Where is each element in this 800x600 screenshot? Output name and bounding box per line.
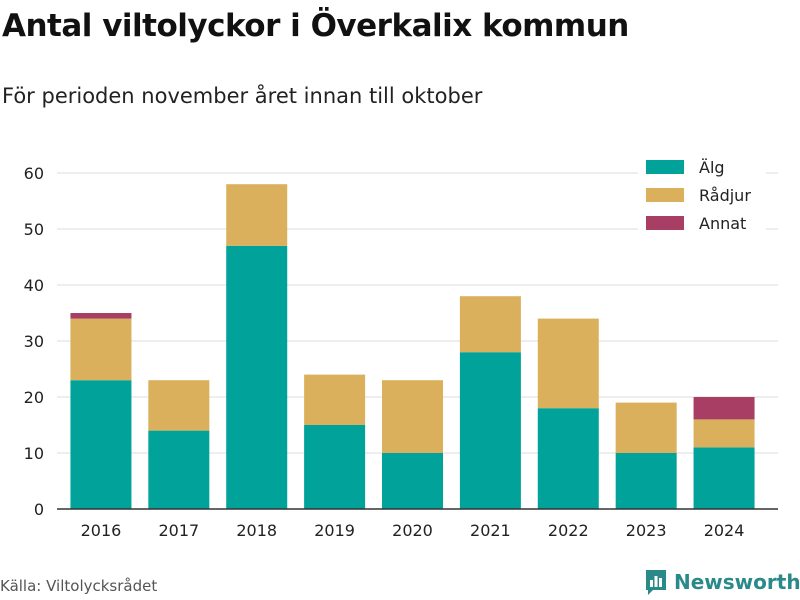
y-tick-labels: 0 10 20 30 40 50 60 [24,164,44,519]
bar-2023-series-0 [615,453,677,509]
y-tick-label: 20 [24,388,44,407]
bar-2023-series-1 [615,402,677,453]
bar-2016-series-1 [70,318,132,381]
x-tick-label: 2017 [158,521,199,540]
bar-2024-series-2 [693,397,755,420]
bar-2019-series-0 [304,425,366,509]
bar-2018-series-0 [226,245,288,510]
x-tick-label: 2021 [470,521,511,540]
source-note: Källa: Viltolycksrådet [0,577,158,595]
legend: Älg Rådjur Annat [638,152,766,234]
bar-2017-series-1 [148,380,210,431]
bars [70,184,755,510]
bar-2016-series-0 [70,380,132,509]
x-tick-labels: 2016 2017 2018 2019 2020 2021 2022 2023 2024 [81,521,745,540]
newsworthy-logo[interactable]: Newsworthy [644,568,800,596]
y-tick-label: 50 [24,220,44,239]
legend-label: Älg [699,158,725,177]
x-tick-label: 2023 [626,521,667,540]
legend-swatch [646,188,684,202]
y-tick-label: 30 [24,332,44,351]
y-tick-label: 60 [24,164,44,183]
brand-name: Newsworthy [674,570,800,594]
bar-2019-series-1 [304,374,366,425]
chart-title: Antal viltolyckor i Överkalix kommun [2,8,629,44]
bar-2018-series-1 [226,184,288,246]
y-tick-label: 10 [24,444,44,463]
newsworthy-logo-icon [646,570,666,595]
x-tick-label: 2016 [81,521,122,540]
y-tick-label: 0 [34,500,44,519]
bar-2016-series-2 [70,313,132,319]
legend-label: Annat [699,214,746,233]
legend-label: Rådjur [699,186,751,205]
x-tick-label: 2019 [314,521,355,540]
y-tick-label: 40 [24,276,44,295]
x-tick-label: 2022 [548,521,589,540]
legend-swatch [646,160,684,174]
bar-2017-series-0 [148,430,210,509]
x-tick-label: 2020 [392,521,433,540]
bar-2024-series-0 [693,447,755,509]
chart-subtitle: För perioden november året innan till ok… [2,84,483,108]
bar-2022-series-0 [537,408,599,509]
x-tick-label: 2018 [236,521,277,540]
legend-swatch [646,216,684,230]
bar-2022-series-1 [537,318,599,409]
x-tick-label: 2024 [704,521,745,540]
bar-2021-series-1 [459,296,521,353]
bar-2020-series-1 [382,380,443,453]
bar-2020-series-0 [382,453,443,509]
bar-2024-series-1 [693,419,755,448]
bar-2021-series-0 [459,352,521,509]
